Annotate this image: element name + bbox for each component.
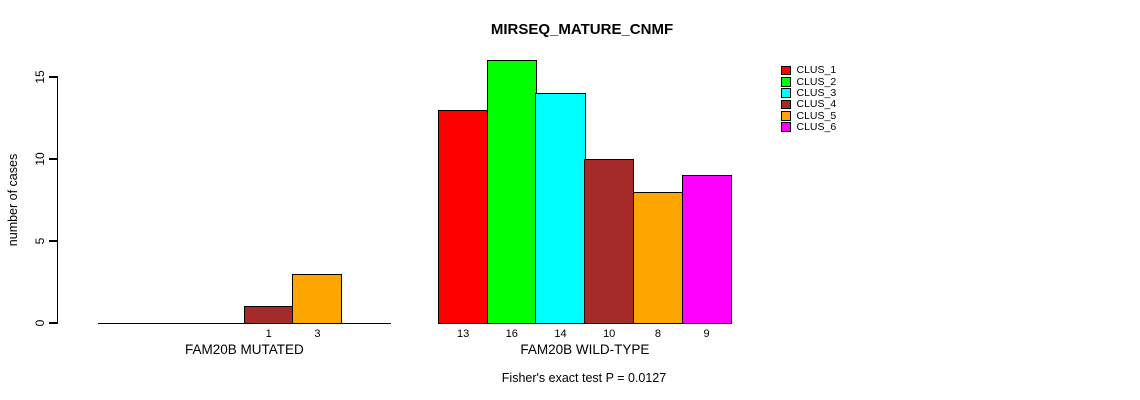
y-axis-tick — [49, 240, 57, 242]
bar-clus_4 — [243, 306, 294, 325]
bar-clus_3 — [535, 93, 586, 325]
legend-color-swatch — [781, 88, 791, 98]
bar-clus_1 — [438, 109, 489, 325]
legend-item-label: CLUS_5 — [796, 109, 837, 122]
legend-color-swatch — [781, 65, 791, 76]
legend-item-label: CLUS_6 — [796, 120, 837, 133]
bar-value-label: 9 — [703, 328, 710, 340]
zero-baseline-segment — [97, 322, 148, 325]
legend-item: CLUS_4 — [781, 99, 836, 110]
legend-color-swatch — [781, 122, 791, 132]
legend-color-swatch — [781, 111, 791, 121]
y-axis-line — [56, 76, 58, 324]
legend: CLUS_1 CLUS_2 CLUS_3 CLUS_4 CLUS_5 CLUS_6 — [781, 65, 836, 133]
y-axis-tick — [49, 322, 57, 324]
y-tick-label: 5 — [33, 237, 47, 245]
bar-clus_5 — [632, 191, 683, 325]
bar-value-label: 14 — [554, 328, 567, 340]
bar-clus_2 — [486, 60, 537, 325]
zero-baseline-segment — [146, 322, 197, 325]
bar-clus_5 — [292, 273, 343, 325]
chart-title: MIRSEQ_MATURE_CNMF — [490, 21, 674, 38]
legend-item: CLUS_3 — [781, 88, 836, 99]
bar-value-label: 1 — [265, 328, 272, 340]
legend-item: CLUS_6 — [781, 121, 836, 132]
y-tick-label: 0 — [33, 319, 47, 327]
legend-item: CLUS_1 — [781, 65, 836, 76]
legend-item-label: CLUS_1 — [796, 64, 837, 77]
bar-value-label: 10 — [603, 328, 616, 340]
bar-value-label: 8 — [654, 328, 661, 340]
group-label: FAM20B WILD-TYPE — [520, 342, 650, 357]
bar-value-label: 16 — [505, 328, 518, 340]
y-axis-label: number of cases — [6, 153, 20, 247]
legend-item-label: CLUS_3 — [796, 86, 837, 99]
zero-baseline-segment — [194, 322, 246, 325]
y-axis-tick — [49, 158, 57, 160]
bar-clus_4 — [584, 158, 635, 325]
y-tick-label: 15 — [33, 70, 47, 84]
legend-item-label: CLUS_4 — [796, 98, 837, 111]
bar-value-label: 3 — [314, 328, 321, 340]
legend-item: CLUS_2 — [781, 76, 836, 87]
group-label: FAM20B MUTATED — [184, 342, 304, 357]
legend-item-label: CLUS_2 — [796, 75, 837, 88]
bar-value-label: 13 — [456, 328, 470, 340]
legend-item: CLUS_5 — [781, 110, 836, 121]
y-axis-tick — [49, 76, 57, 78]
fisher-test-annotation: Fisher's exact test P = 0.0127 — [501, 371, 667, 385]
zero-baseline-segment — [341, 322, 392, 325]
bar-clus_6 — [681, 175, 732, 325]
legend-color-swatch — [781, 99, 791, 110]
y-tick-label: 10 — [33, 152, 47, 166]
legend-color-swatch — [781, 77, 791, 87]
